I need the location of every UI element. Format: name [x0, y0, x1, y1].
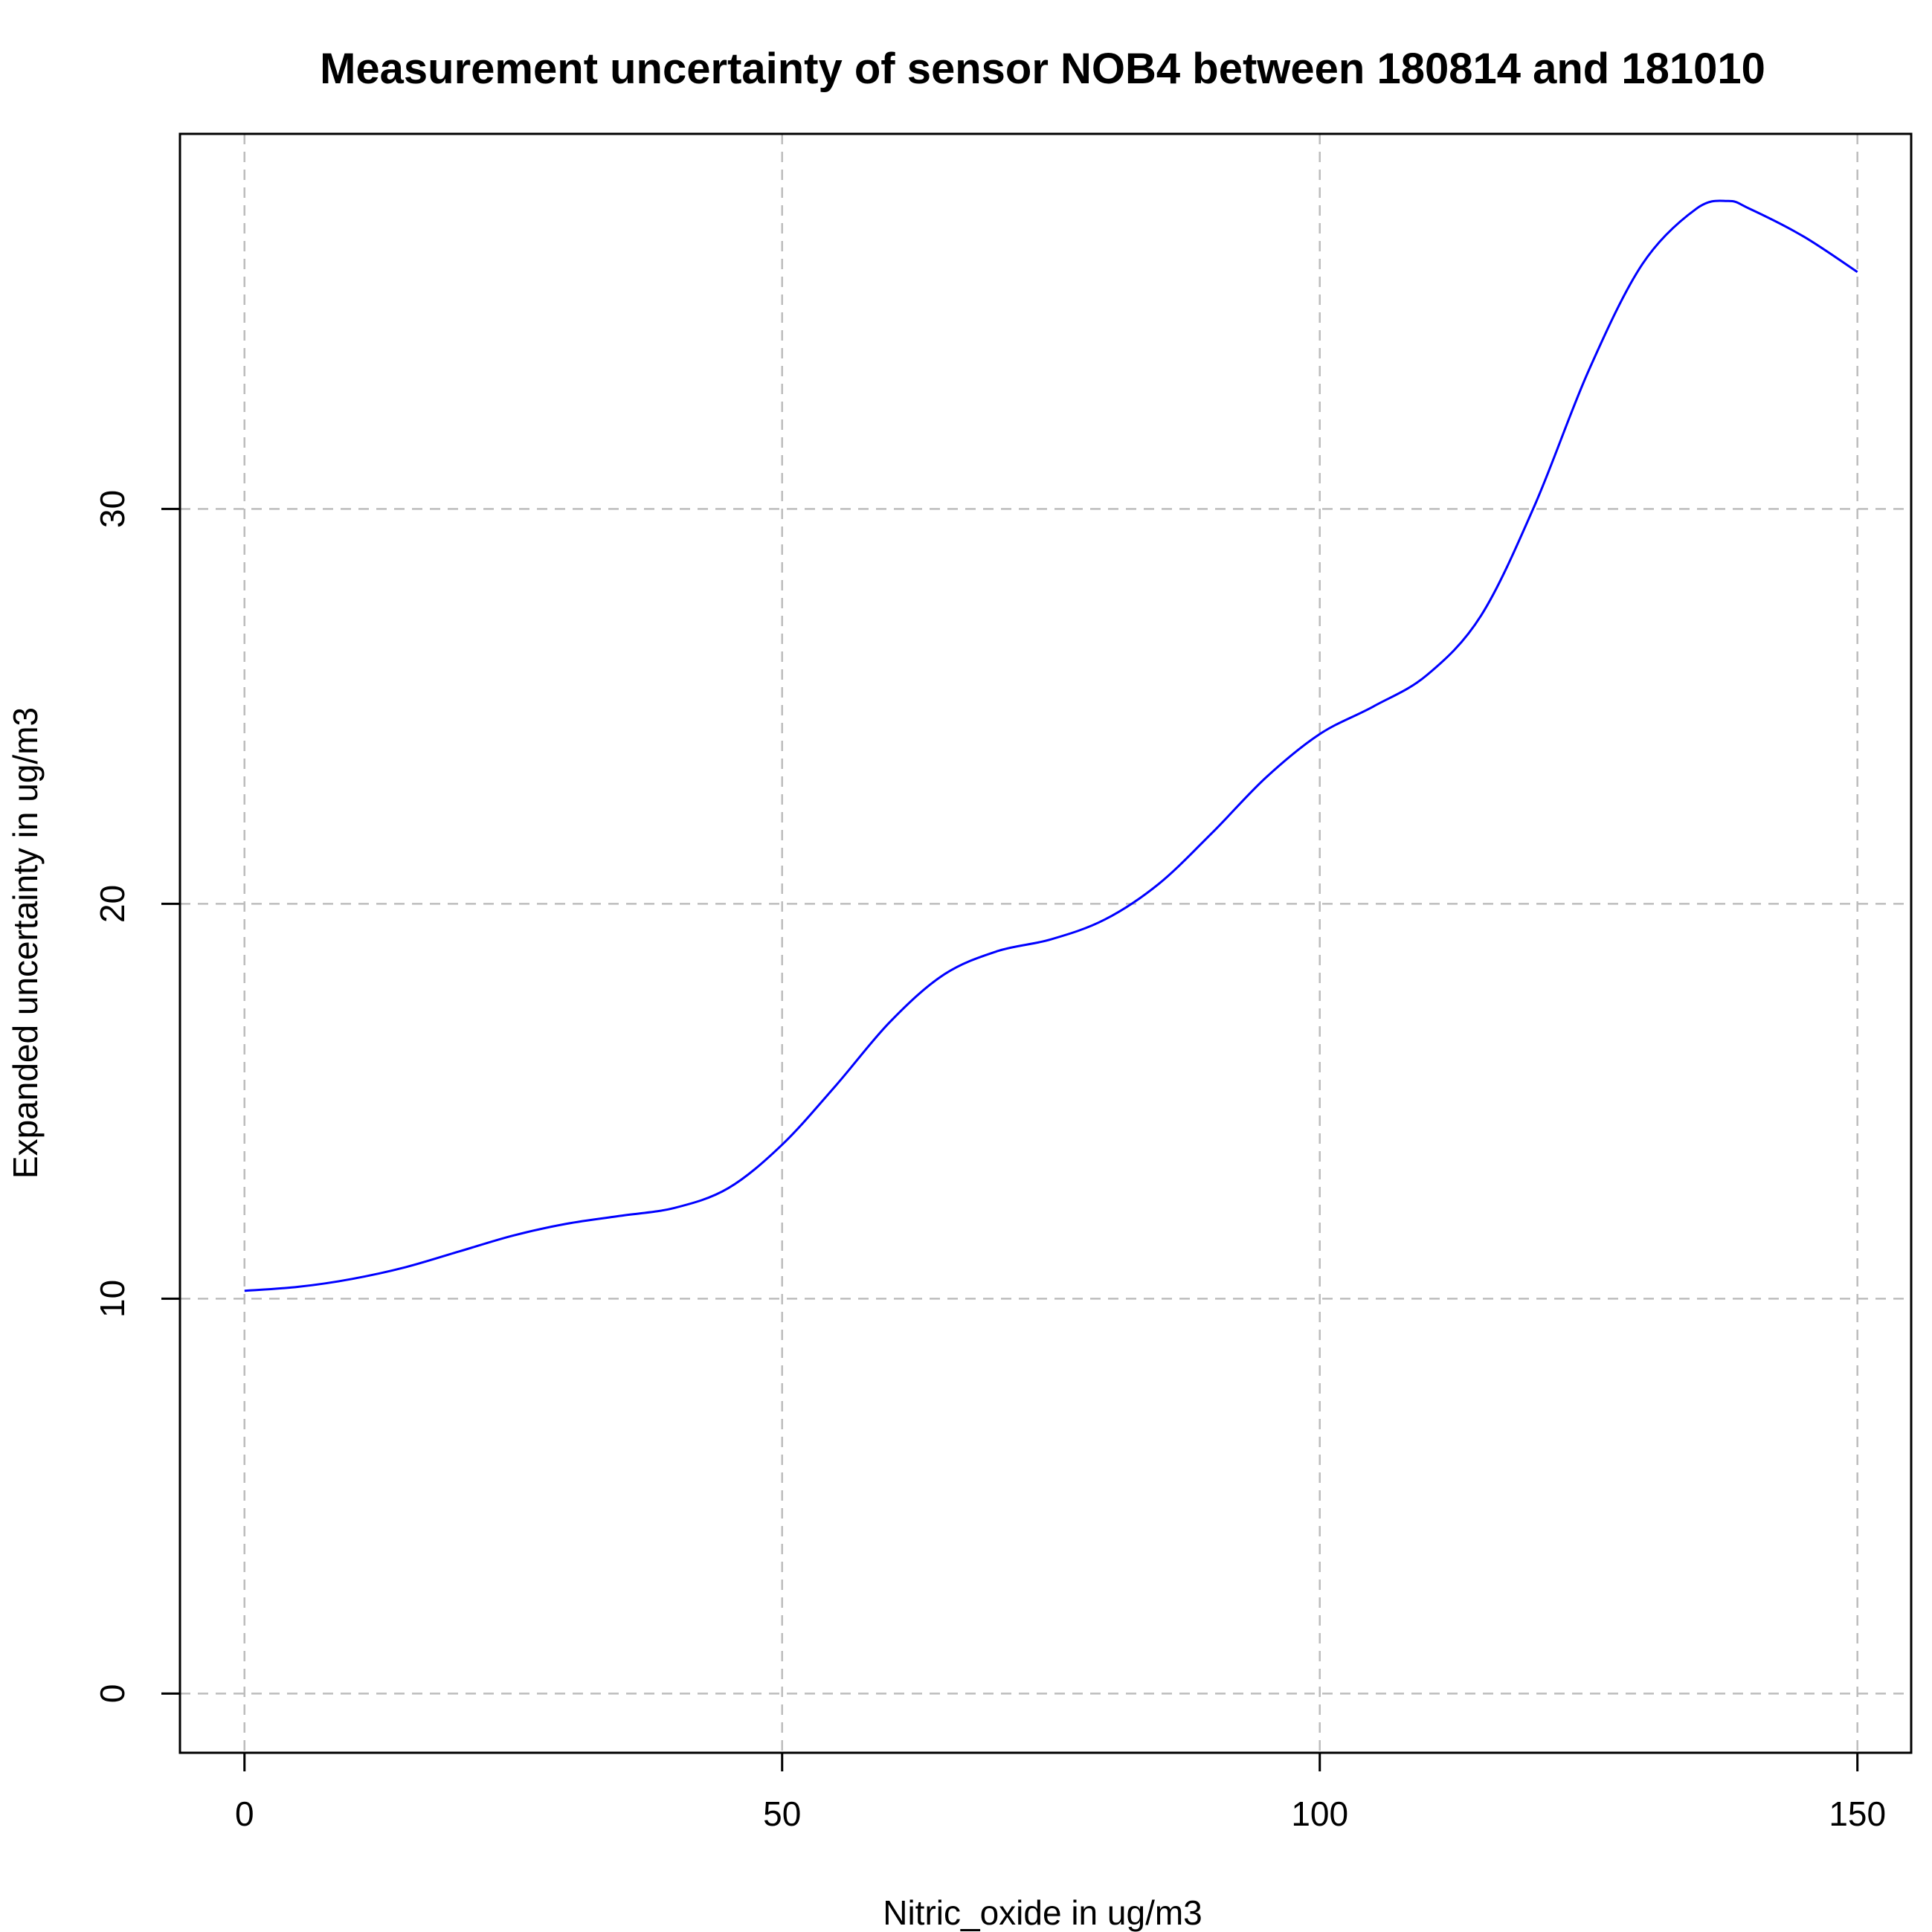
- y-tick-label: 30: [93, 490, 132, 528]
- plot-frame: [178, 132, 1913, 1754]
- y-axis-label: Expanded uncertainty in ug/m3: [6, 707, 45, 1179]
- x-tick-label: 50: [763, 1794, 801, 1833]
- grid-layer: [180, 134, 1911, 1753]
- x-tick-label: 100: [1291, 1794, 1348, 1833]
- x-tick-label: 0: [235, 1794, 254, 1833]
- x-tick-label: 150: [1829, 1794, 1886, 1833]
- y-tick-label: 0: [93, 1684, 132, 1704]
- series-line: [244, 199, 1858, 1292]
- series-layer: [244, 199, 1858, 1292]
- y-axis: 0 10 20 30: [93, 490, 180, 1703]
- x-axis-label: Nitric_oxide in ug/m3: [883, 1893, 1202, 1932]
- y-tick-label: 20: [93, 885, 132, 923]
- x-axis: 0 50 100 150: [235, 1753, 1886, 1833]
- y-tick-label: 10: [93, 1280, 132, 1318]
- chart-title: Measurement uncertainty of sensor NOB4 b…: [320, 45, 1765, 93]
